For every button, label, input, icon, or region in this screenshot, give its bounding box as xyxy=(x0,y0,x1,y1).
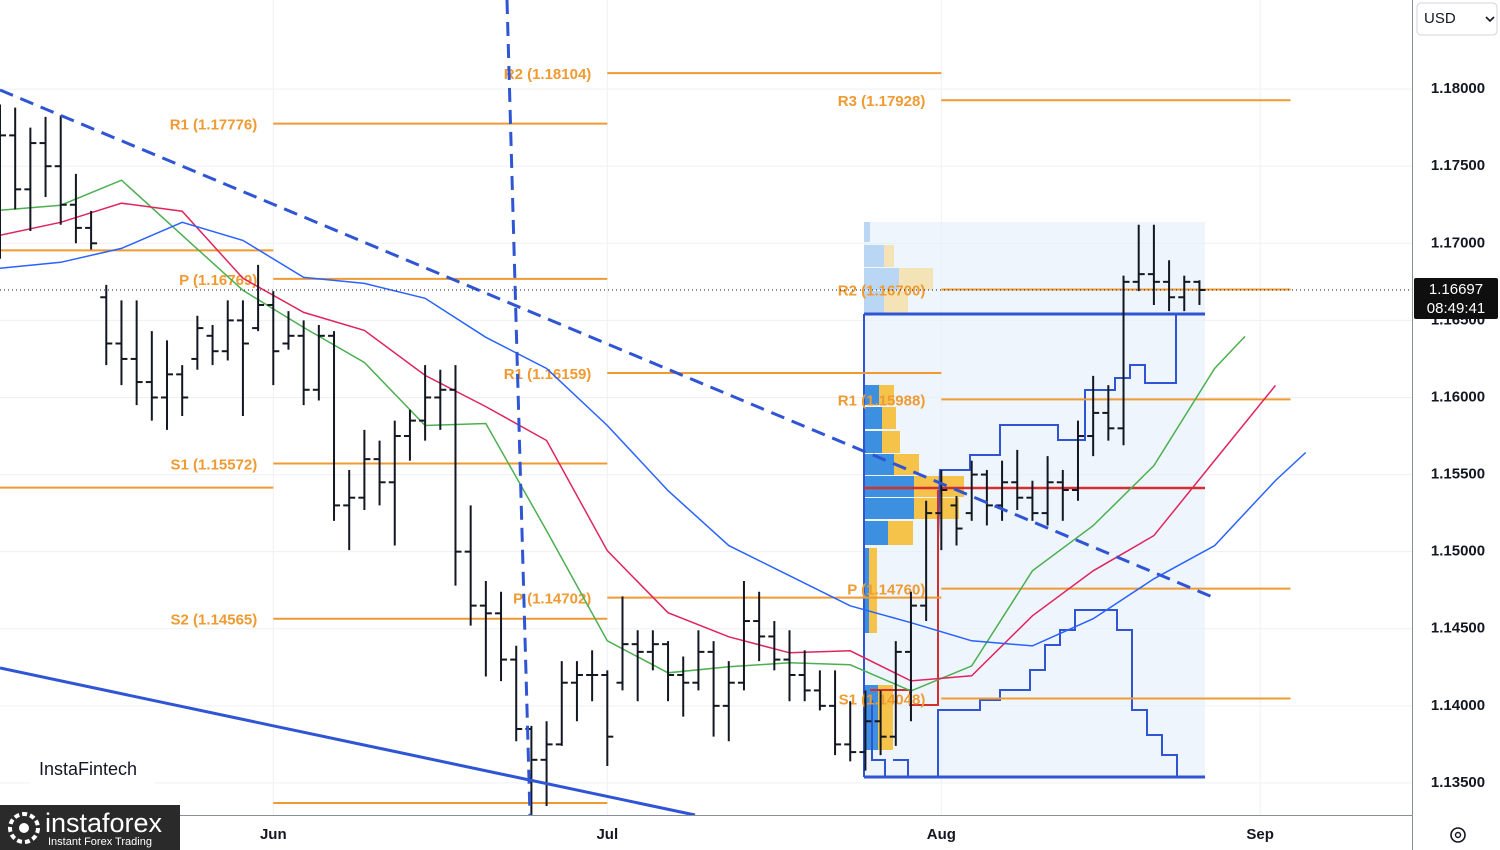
profile-bar xyxy=(914,498,959,519)
pivot-label: P (1.14702) xyxy=(513,591,591,608)
pivot-label: R2 (1.16700) xyxy=(838,283,926,300)
y-tick-label: 1.14500 xyxy=(1431,620,1485,637)
profile-bar xyxy=(864,291,884,313)
y-tick-label: 1.18000 xyxy=(1431,80,1485,97)
moving-average xyxy=(0,202,1276,682)
profile-bars-lower xyxy=(864,385,914,750)
x-tick-label: Jul xyxy=(596,826,618,843)
profile-bar xyxy=(879,385,894,405)
drawings xyxy=(0,0,1216,817)
price-bars xyxy=(0,104,1206,816)
profile-bars-upper xyxy=(864,222,899,313)
profile-step-left xyxy=(893,759,909,777)
pivot-label: P (1.14760) xyxy=(847,582,925,599)
axes: 1.13500 1.14000 1.14500 1.15000 1.15500 1.160… xyxy=(260,80,1485,843)
settings-icon-core xyxy=(1454,831,1462,839)
watermark: InstaFintech instaforex Instant Forex Tr… xyxy=(0,735,180,850)
profile-bar xyxy=(888,521,913,545)
moving-average xyxy=(0,221,1307,647)
profile-bar xyxy=(864,431,882,453)
pivot-label: R2 (1.18104) xyxy=(504,66,592,83)
profile-bar xyxy=(864,454,894,475)
profile-bar xyxy=(864,268,899,290)
profile-bar xyxy=(864,548,869,633)
profile-bar xyxy=(864,245,884,267)
pivot-label: R1 (1.15988) xyxy=(838,392,926,409)
brand-name: instaforex xyxy=(45,808,163,838)
currency-text: USD xyxy=(1424,10,1456,27)
pivot-label: R1 (1.16159) xyxy=(504,366,592,383)
profile-step-upper xyxy=(937,314,1177,541)
profile-bar xyxy=(864,407,882,429)
profile-bar xyxy=(882,407,896,429)
countdown-label: 08:49:41 xyxy=(1427,300,1485,317)
x-tick-label: Sep xyxy=(1246,826,1274,843)
currency-box[interactable] xyxy=(1416,2,1498,36)
vertical-dashed xyxy=(505,0,532,816)
volume-profile xyxy=(863,222,1205,779)
profile-bar xyxy=(884,291,908,313)
settings-icon[interactable] xyxy=(1450,827,1466,843)
profile-bar xyxy=(884,245,894,267)
profile-bar xyxy=(864,222,870,242)
pivots: R1 (1.17776)P (1.16769)S1 (1.15572)S2 (1… xyxy=(0,66,1291,804)
x-axis-band xyxy=(0,815,1412,850)
y-axis-band xyxy=(1412,0,1500,850)
x-tick-label: Aug xyxy=(927,826,956,843)
y-tick-label: 1.15500 xyxy=(1431,466,1485,483)
pivot-label: R1 (1.17776) xyxy=(170,117,258,134)
trendline-solid xyxy=(0,666,696,817)
pivot-label: R3 (1.17928) xyxy=(838,93,926,110)
profile-bar xyxy=(894,454,919,475)
profile-bar xyxy=(864,521,888,545)
grid xyxy=(0,0,1412,815)
profile-bar xyxy=(882,431,900,453)
brand-tagline: Instant Forex Trading xyxy=(48,836,152,848)
brand-icon-core xyxy=(19,823,29,833)
chevron xyxy=(1485,16,1495,23)
pivot-label: S1 (1.14048) xyxy=(839,691,926,708)
y-tick-label: 1.15000 xyxy=(1431,543,1485,560)
brand-icon xyxy=(8,812,40,844)
profile-bar xyxy=(878,685,893,750)
fintech-logo: InstaFintech xyxy=(39,759,137,779)
y-tick-label: 1.14000 xyxy=(1431,697,1485,714)
profile-bar xyxy=(864,498,914,519)
pivot-label: S1 (1.15572) xyxy=(171,456,258,473)
price-box-bg xyxy=(1414,278,1498,320)
y-tick-label: 1.16000 xyxy=(1431,388,1485,405)
y-tick-label: 1.13500 xyxy=(1431,774,1485,791)
settings-button[interactable] xyxy=(1450,827,1466,843)
profile-steps xyxy=(863,312,1205,779)
x-tick-label: Jun xyxy=(260,826,287,843)
profile-step-left xyxy=(871,700,886,777)
y-tick-label: 1.17000 xyxy=(1431,234,1485,251)
profile-bar xyxy=(899,268,933,290)
pivot-label: S2 (1.14565) xyxy=(171,612,258,629)
profile-bars-upper-b xyxy=(884,245,933,313)
price-box: 1.16697 08:49:41 xyxy=(1414,278,1498,320)
fintech-box xyxy=(30,735,155,797)
y-tick-label: 1.17500 xyxy=(1431,157,1485,174)
last-price-label: 1.16697 xyxy=(1429,281,1483,298)
profile-bar xyxy=(864,385,879,405)
currency-select[interactable]: USD xyxy=(1416,2,1498,36)
profile-bar xyxy=(864,476,914,497)
profile-bar xyxy=(869,548,877,633)
